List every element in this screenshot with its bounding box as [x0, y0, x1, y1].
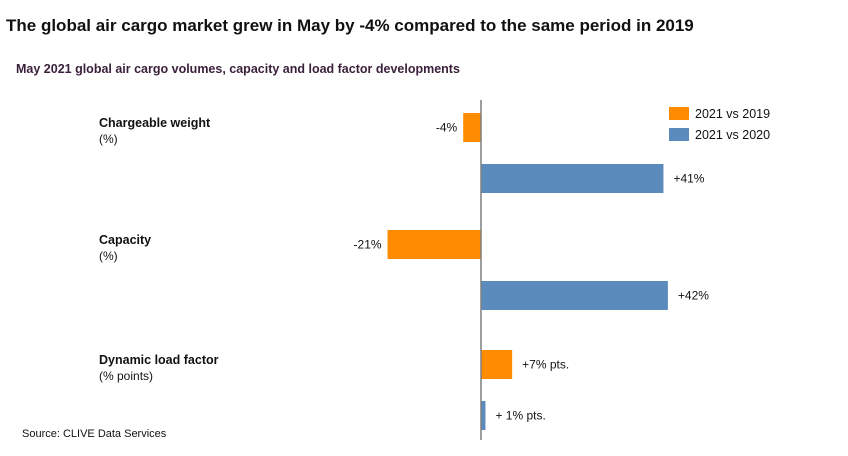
category-unit: (% points)	[99, 369, 153, 383]
chart-title: The global air cargo market grew in May …	[6, 16, 694, 35]
bar	[463, 113, 481, 142]
legend: 2021 vs 2019 2021 vs 2020	[669, 107, 770, 142]
data-label: -4%	[436, 121, 458, 135]
bar	[481, 281, 668, 310]
category-name: Chargeable weight	[99, 116, 211, 130]
data-label: + 1% pts.	[495, 409, 545, 423]
category-unit: (%)	[99, 249, 118, 263]
category-unit: (%)	[99, 132, 118, 146]
data-label: +41%	[673, 172, 704, 186]
bar	[481, 350, 513, 379]
category-name: Dynamic load factor	[99, 353, 219, 367]
data-label: +42%	[678, 289, 709, 303]
category-labels: Chargeable weight (%) Capacity (%) Dynamic l…	[99, 116, 219, 383]
bar	[481, 164, 664, 193]
value-labels: -4% +41% -21% +42% +7% pts. + 1% pts.	[354, 121, 710, 423]
bar	[387, 230, 481, 259]
bars	[387, 113, 668, 430]
source-note: Source: CLIVE Data Services	[22, 428, 167, 440]
bar	[481, 401, 486, 430]
category-name: Capacity	[99, 233, 151, 247]
data-label: +7% pts.	[522, 358, 569, 372]
legend-swatch	[669, 128, 689, 141]
legend-swatch	[669, 107, 689, 120]
legend-label: 2021 vs 2020	[695, 128, 770, 142]
data-label: -21%	[354, 238, 382, 252]
legend-label: 2021 vs 2019	[695, 107, 770, 121]
chart-subtitle: May 2021 global air cargo volumes, capac…	[16, 62, 460, 76]
